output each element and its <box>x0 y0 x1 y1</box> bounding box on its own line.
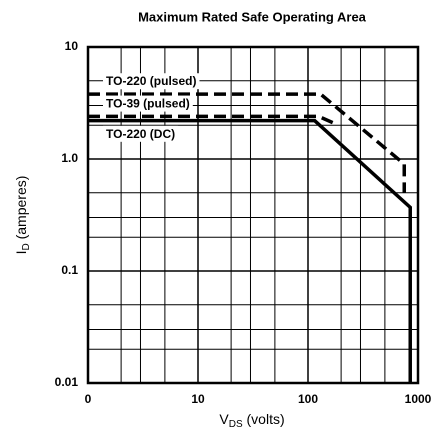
y-tick-label: 10 <box>65 39 79 53</box>
x-tick-label: 0 <box>85 392 92 406</box>
series-line <box>88 118 412 383</box>
plot-frame <box>86 45 420 385</box>
series-line <box>88 92 407 193</box>
series-label: TO-39 (pulsed) <box>106 97 190 111</box>
label-background <box>103 95 193 112</box>
x-tick-label: 100 <box>298 392 318 406</box>
x-tick-label: 10 <box>191 392 205 406</box>
chart-title: Maximum Rated Safe Operating Area <box>138 9 367 24</box>
x-axis-label: VDS (volts) <box>219 411 284 430</box>
label-background <box>103 125 179 142</box>
y-tick-label: 0.01 <box>55 375 79 389</box>
x-tick-label: 1000 <box>405 392 432 406</box>
y-tick-label: 0.1 <box>61 263 78 277</box>
label-background <box>103 73 200 90</box>
y-tick-label: 1.0 <box>61 151 78 165</box>
y-axis-label: ID (amperes) <box>13 176 32 255</box>
series-line <box>88 114 335 125</box>
series-label: TO-220 (DC) <box>106 127 175 141</box>
series-label: TO-220 (pulsed) <box>106 74 196 88</box>
